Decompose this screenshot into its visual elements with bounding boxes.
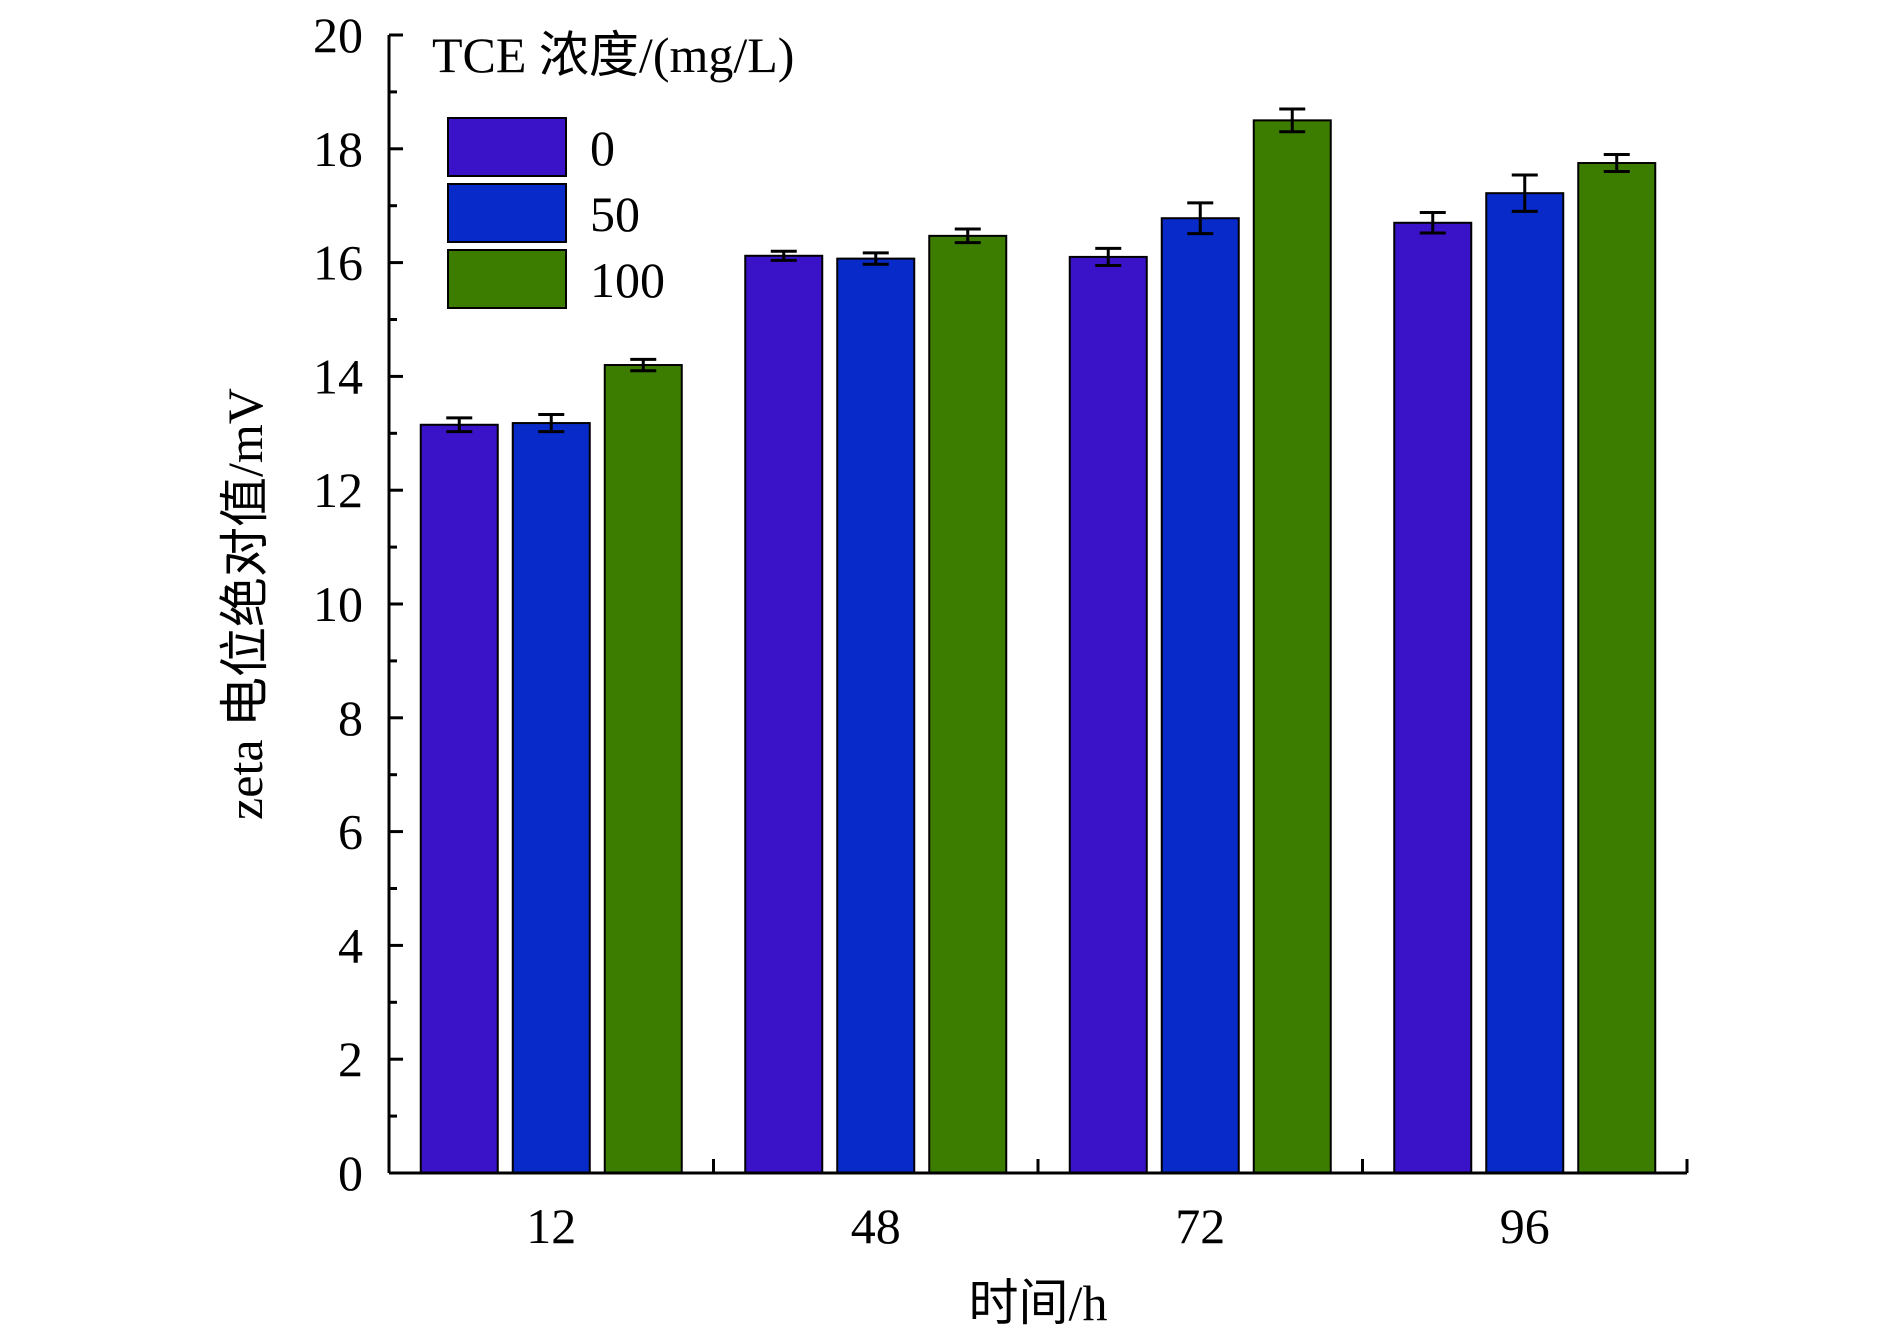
bar-72-0 — [1068, 255, 1148, 1175]
bar-96-0 — [1393, 221, 1473, 1174]
x-axis-title: 时间/h — [969, 1275, 1108, 1331]
bar-96-50 — [1485, 192, 1565, 1174]
y-ticks-layer: 0 2 4 6 8 10 12 14 16 18 20 — [313, 7, 403, 1201]
bar-48-50 — [836, 257, 916, 1174]
y-tick-label: 2 — [338, 1031, 363, 1087]
bar-72-100 — [1252, 119, 1332, 1175]
x-tick-label: 72 — [1175, 1198, 1225, 1254]
bar-12-100 — [603, 364, 683, 1174]
y-tick-label: 12 — [313, 462, 363, 518]
y-tick-label: 0 — [338, 1145, 363, 1201]
legend-swatch-50 — [447, 183, 567, 243]
legend: TCE 浓度/(mg/L) 0 50 100 — [432, 27, 794, 309]
error-bars-layer — [446, 107, 1630, 434]
legend-label: 100 — [590, 252, 665, 308]
y-axis-title: zeta 电位绝对值/mV — [217, 388, 273, 820]
bar-72-50 — [1160, 217, 1240, 1174]
x-tick-label: 96 — [1500, 1198, 1550, 1254]
y-tick-label: 20 — [313, 7, 363, 63]
x-tick-label: 48 — [851, 1198, 901, 1254]
y-tick-label: 4 — [338, 917, 363, 973]
bar-96-100 — [1577, 162, 1657, 1174]
legend-title: TCE 浓度/(mg/L) — [432, 27, 794, 83]
bar-12-50 — [511, 422, 591, 1175]
bar-48-0 — [744, 254, 824, 1175]
legend-label: 0 — [590, 120, 615, 176]
bar-48-100 — [928, 234, 1008, 1174]
y-tick-label: 10 — [313, 576, 363, 632]
bars-layer — [419, 119, 1657, 1175]
y-tick-label: 6 — [338, 804, 363, 860]
x-ticks-layer: 12 48 72 96 — [387, 1159, 1689, 1254]
y-tick-label: 8 — [338, 690, 363, 746]
legend-swatch-0 — [447, 117, 567, 177]
legend-label: 50 — [590, 186, 640, 242]
y-tick-label: 14 — [313, 348, 363, 404]
legend-swatch-100 — [447, 249, 567, 309]
y-tick-label: 16 — [313, 235, 363, 291]
x-tick-label: 12 — [526, 1198, 576, 1254]
bar-12-0 — [419, 423, 499, 1174]
y-tick-label: 18 — [313, 121, 363, 177]
